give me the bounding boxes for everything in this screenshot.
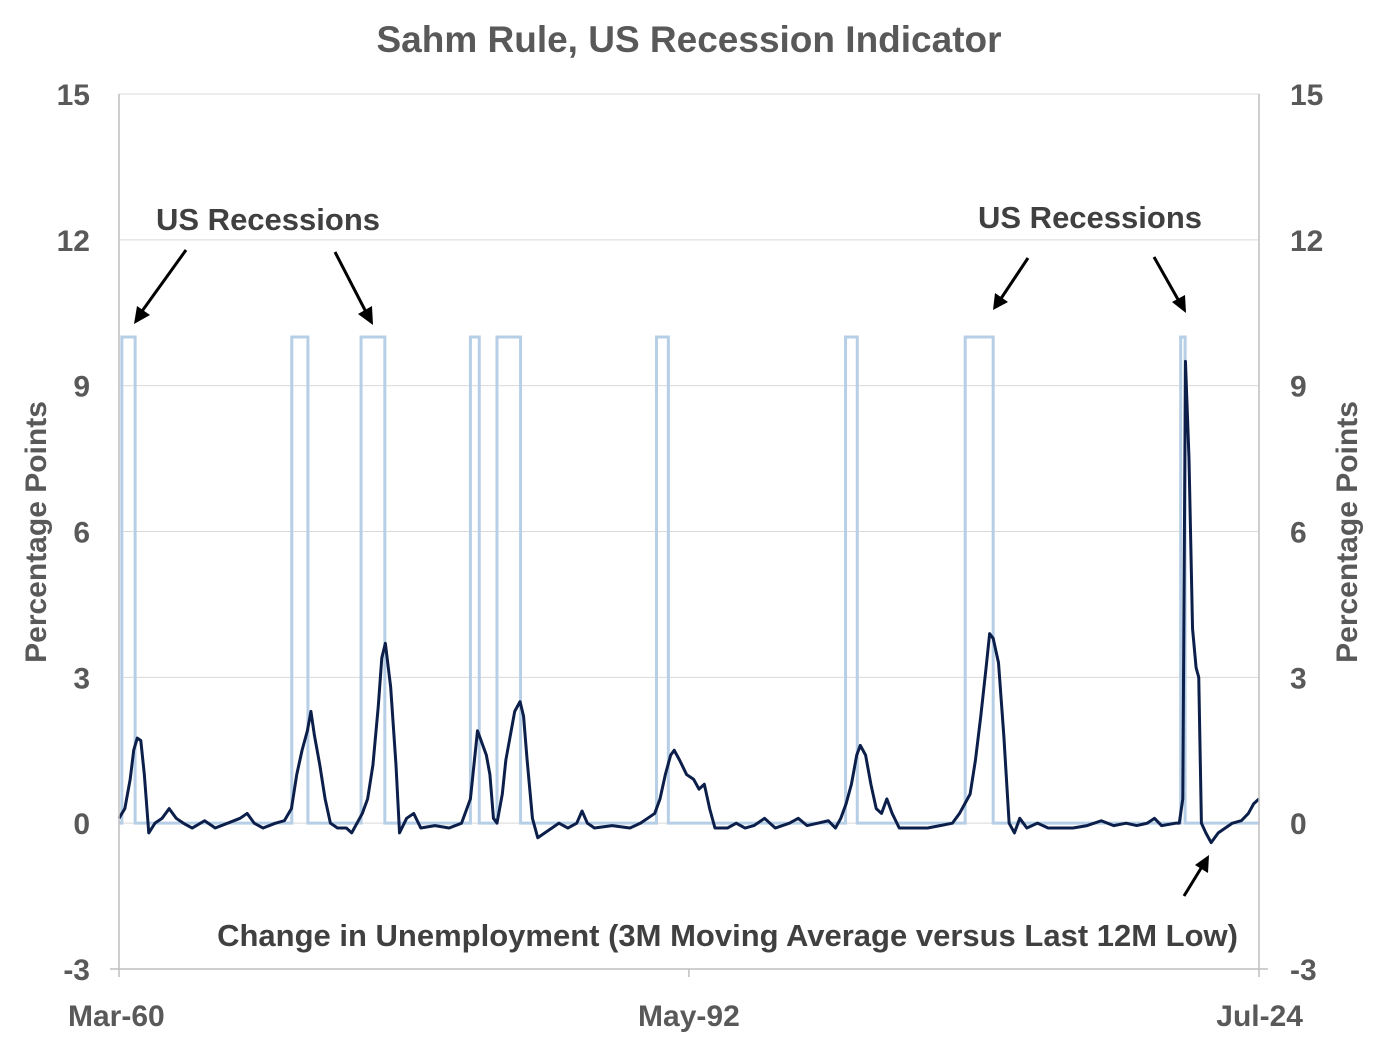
arrowhead-unemployment-series — [1195, 855, 1209, 873]
arrow-2020-recession — [1152, 256, 1182, 304]
arrowhead-1960-recession — [134, 306, 150, 324]
y-tick-label-left: 6 — [73, 517, 90, 550]
y-axis-label-left: Percentage Points — [20, 401, 53, 663]
y-tick-label-left: 3 — [73, 662, 90, 695]
y-tick-label-right: 12 — [1290, 225, 1323, 258]
recession-step-line — [119, 335, 1259, 825]
axes: -3 -3 0 0 3 3 6 6 9 9 12 12 15 15 Mar-60 May-92 Jul-24 — [57, 79, 1324, 1033]
arrow-1960-recession — [138, 249, 188, 315]
annotation-recessions-left: US Recessions — [156, 202, 380, 237]
y-tick-label-right: 0 — [1290, 808, 1307, 841]
arrow-unemployment-series — [1182, 864, 1205, 897]
y-tick-label-right: 9 — [1290, 371, 1307, 404]
chart-title: Sahm Rule, US Recession Indicator — [376, 19, 1001, 60]
y-tick-label-right: 3 — [1290, 662, 1307, 695]
annotation-unemployment-series: Change in Unemployment (3M Moving Averag… — [217, 918, 1238, 953]
x-tick-label: May-92 — [638, 1000, 740, 1033]
annotation-recessions-right: US Recessions — [978, 200, 1202, 235]
y-tick-label-right: 6 — [1290, 517, 1307, 550]
annotation-arrows — [134, 249, 1209, 897]
arrowhead-2008-recession — [993, 293, 1008, 310]
y-tick-label-left: 0 — [73, 808, 90, 841]
y-tick-label-left: 15 — [57, 79, 90, 112]
arrowhead-2020-recession — [1172, 295, 1186, 313]
x-tick-label: Jul-24 — [1216, 1000, 1303, 1033]
x-tick-label: Mar-60 — [68, 1000, 165, 1033]
series-line-unemployment-change — [117, 359, 1261, 845]
y-tick-label-right: 15 — [1290, 79, 1323, 112]
series-layer — [117, 359, 1261, 845]
y-tick-label-right: -3 — [1290, 954, 1317, 987]
y-tick-label-left: 12 — [57, 225, 90, 258]
arrowhead-1974-recession — [358, 306, 373, 325]
recession-bands — [119, 335, 1259, 825]
y-tick-label-left: -3 — [63, 954, 90, 987]
y-tick-label-left: 9 — [73, 371, 90, 404]
arrow-2008-recession — [998, 257, 1030, 301]
y-axis-label-right: Percentage Points — [1331, 401, 1364, 663]
arrow-1974-recession — [333, 251, 369, 315]
